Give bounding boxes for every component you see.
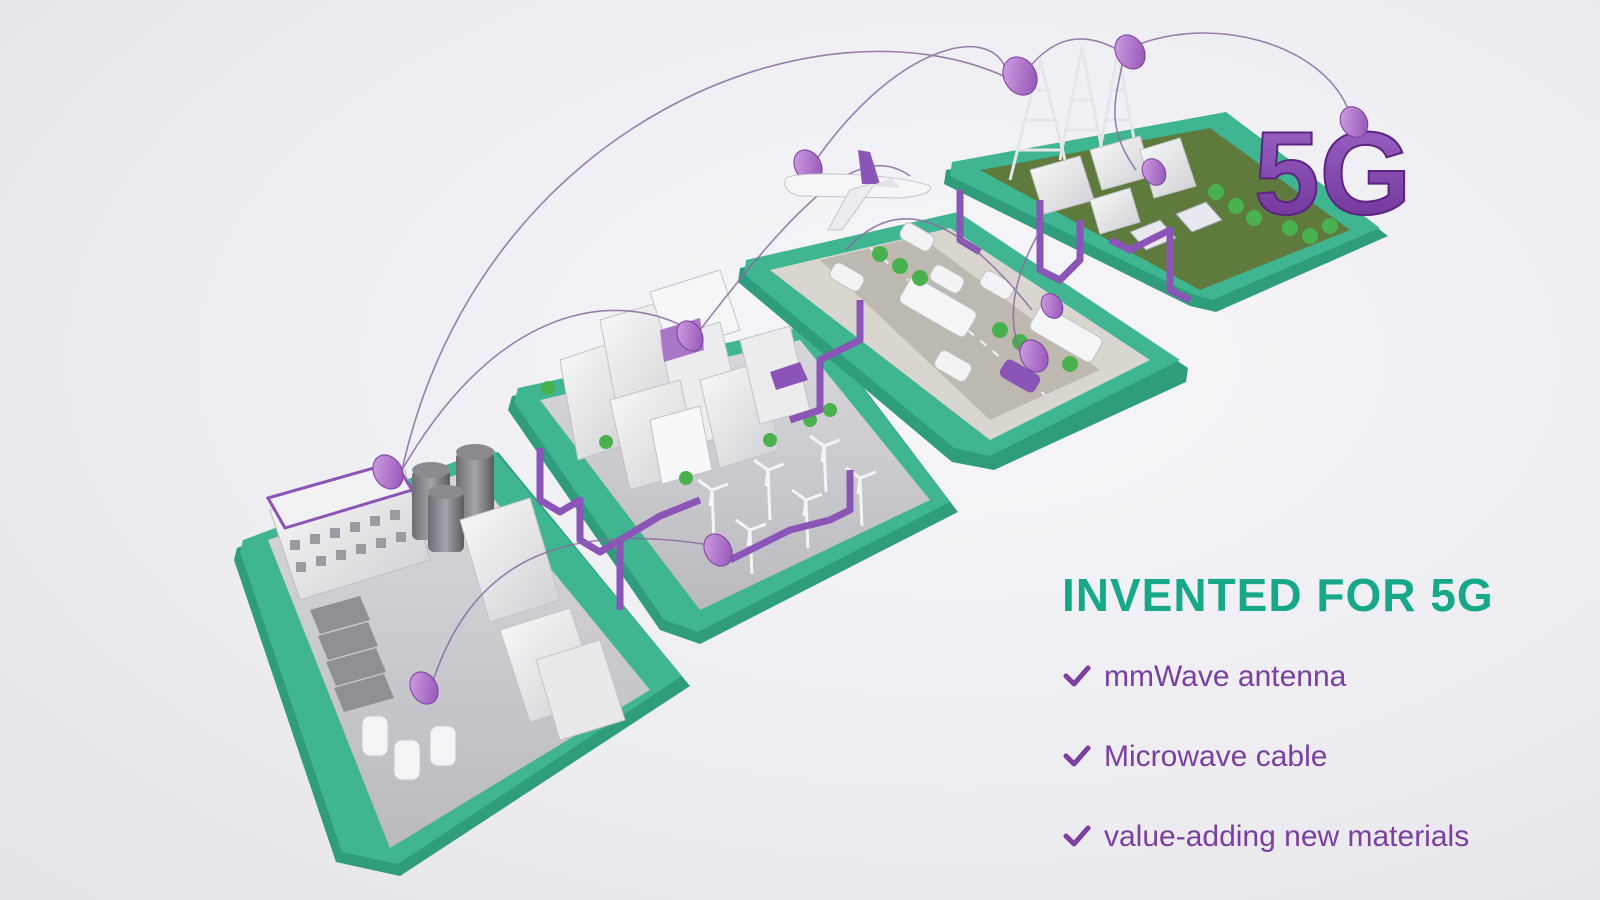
feature-label: Microwave cable [1104,740,1328,773]
list-item: mmWave antenna [1060,660,1469,740]
feature-list: mmWave antenna Microwave cable value-add… [1060,660,1469,900]
vehicles [829,222,1103,393]
check-icon [1063,825,1091,847]
highway-platform [738,212,1188,470]
mmwave-dish-antennas [372,34,1369,705]
silos [412,444,494,552]
feature-label: value-adding new materials [1104,820,1470,853]
page-heading: INVENTED FOR 5G [1062,569,1494,621]
list-item: value-adding new materials [1060,820,1469,900]
feature-label: mmWave antenna [1104,660,1347,693]
antenna-platform: 5G [944,47,1412,312]
signal-arcs [401,32,1353,691]
check-icon [1063,745,1091,767]
airplane [784,150,932,231]
check-icon [1063,665,1091,687]
factory-platform [234,444,690,876]
list-item: Microwave cable [1060,740,1469,820]
